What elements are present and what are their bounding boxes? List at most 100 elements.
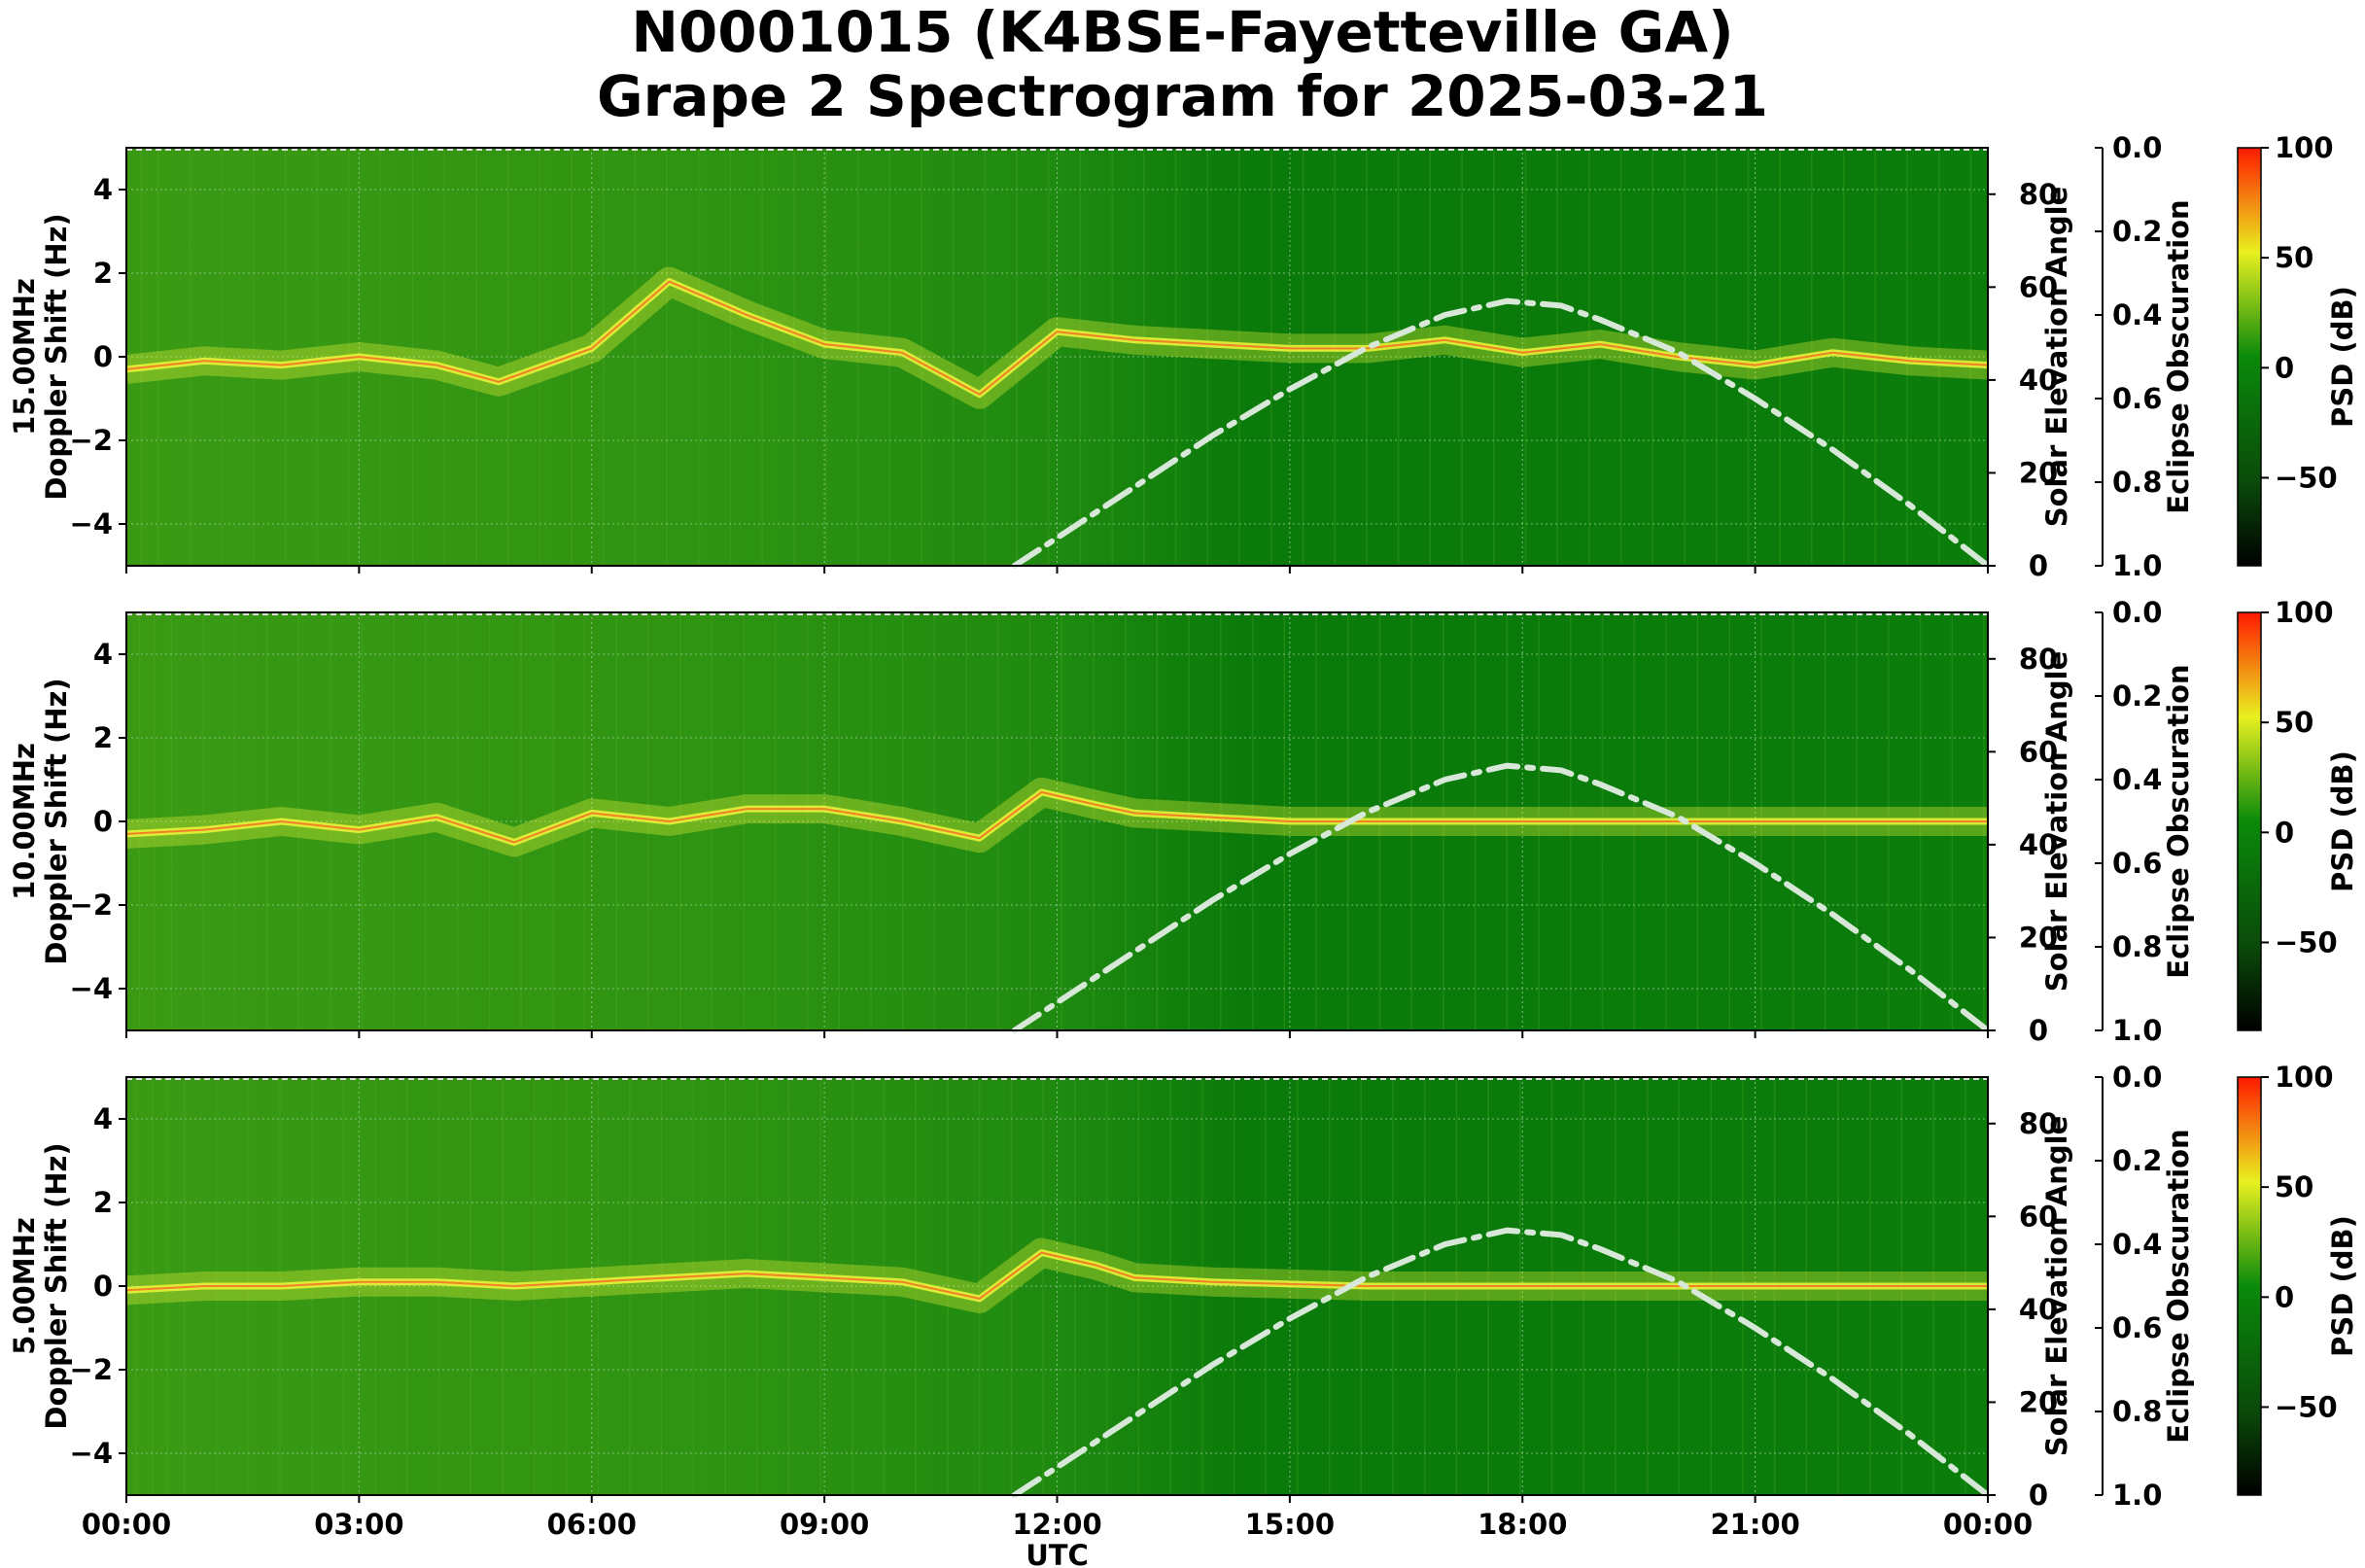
x-tick-label: 21:00 [1710, 1508, 1799, 1541]
eclipse-tick-label: 0.0 [2112, 1061, 2162, 1094]
y-tick-label: 2 [93, 1186, 113, 1219]
colorbar-tick-label: −50 [2275, 925, 2338, 958]
x-tick-label: 15:00 [1245, 1508, 1335, 1541]
y-tick-label: 2 [93, 257, 113, 290]
y-tick-label: 0 [93, 340, 113, 373]
eclipse-tick-label: 0.4 [2112, 298, 2162, 331]
colorbar-tick-label: 50 [2275, 241, 2313, 274]
solar-tick-label: 20 [2019, 1385, 2058, 1418]
colorbar-tick-label: 0 [2275, 351, 2294, 384]
x-tick-label: 00:00 [82, 1508, 171, 1541]
chart-title-line1: N0001015 (K4BSE-Fayetteville GA) [631, 0, 1734, 65]
chart-title-line2: Grape 2 Spectrogram for 2025-03-21 [597, 63, 1768, 129]
solar-elevation-curve [1011, 297, 1991, 569]
colorbar-tick-label: 100 [2275, 131, 2334, 164]
colorbar-tick-label: −50 [2275, 1390, 2338, 1423]
colorbar-label: PSD (dB) [2326, 1215, 2359, 1357]
eclipse-axis-label: Eclipse Obscuration [2162, 199, 2195, 513]
y-tick-label: 4 [93, 173, 113, 206]
eclipse-tick-label: 0.6 [2112, 847, 2162, 880]
solar-tick-label: 20 [2019, 456, 2058, 489]
eclipse-tick-label: 0.0 [2112, 131, 2162, 164]
eclipse-tick-label: 0.2 [2112, 1144, 2162, 1177]
eclipse-tick-label: 0.6 [2112, 1311, 2162, 1344]
y-tick-label: −4 [70, 972, 113, 1005]
solar-tick-label: 60 [2019, 1200, 2058, 1233]
x-tick-label: 09:00 [780, 1508, 869, 1541]
y-tick-label: 4 [93, 1102, 113, 1135]
x-axis-label: UTC [1026, 1539, 1089, 1568]
eclipse-tick-label: 0.2 [2112, 215, 2162, 248]
eclipse-tick-label: 0.4 [2112, 763, 2162, 796]
eclipse-axis-label: Eclipse Obscuration [2162, 1129, 2195, 1443]
y-tick-label: −4 [70, 1437, 113, 1470]
y-axis-label-frequency: 10.00MHz [8, 743, 41, 900]
solar-tick-label: 60 [2019, 270, 2058, 303]
y-axis-label: Doppler Shift (Hz) [40, 213, 73, 500]
colorbar [2237, 611, 2262, 1031]
solar-elevation-curve [1011, 762, 1991, 1033]
eclipse-tick-label: 0.0 [2112, 596, 2162, 629]
colorbar [2237, 1076, 2262, 1496]
doppler-trace-peak [125, 790, 1988, 844]
solar-axis-label: Solar Elevation Angle [2040, 651, 2073, 993]
y-tick-label: 0 [93, 1270, 113, 1303]
eclipse-tick-label: 1.0 [2112, 549, 2162, 582]
eclipse-tick-label: 0.8 [2112, 1395, 2162, 1428]
solar-tick-label: 40 [2019, 828, 2058, 861]
panel-15.00MHz: 420−2−415.00MHz Doppler Shift (Hz)8060402… [8, 131, 2359, 582]
solar-tick-label: 60 [2019, 735, 2058, 768]
x-tick-label: 00:00 [1943, 1508, 2033, 1541]
colorbar-label: PSD (dB) [2326, 750, 2359, 892]
panel-5.00MHz: 420−2−45.00MHz Doppler Shift (Hz)80604020… [8, 1061, 2359, 1568]
y-axis-label: Doppler Shift (Hz) [40, 1142, 73, 1429]
y-axis-label: Doppler Shift (Hz) [40, 678, 73, 964]
colorbar-tick-label: 50 [2275, 706, 2313, 739]
colorbar-label: PSD (dB) [2326, 286, 2359, 428]
eclipse-axis-label: Eclipse Obscuration [2162, 664, 2195, 978]
solar-tick-label: 20 [2019, 921, 2058, 954]
colorbar-tick-label: −50 [2275, 461, 2338, 494]
eclipse-tick-label: 0.2 [2112, 679, 2162, 713]
eclipse-tick-label: 0.8 [2112, 930, 2162, 963]
doppler-trace-peak [125, 280, 1989, 396]
colorbar-tick-label: 100 [2275, 596, 2334, 629]
solar-tick-label: 0 [2029, 1479, 2048, 1512]
y-tick-label: −2 [70, 424, 113, 457]
colorbar-tick-label: 0 [2275, 1280, 2294, 1313]
solar-tick-label: 40 [2019, 364, 2058, 397]
solar-axis-label: Solar Elevation Angle [2040, 187, 2073, 528]
solar-tick-label: 0 [2029, 1014, 2048, 1047]
solar-tick-label: 80 [2019, 643, 2058, 676]
eclipse-tick-label: 0.4 [2112, 1228, 2162, 1261]
eclipse-tick-label: 0.6 [2112, 382, 2162, 415]
solar-tick-label: 80 [2019, 178, 2058, 211]
y-tick-label: −4 [70, 507, 113, 540]
y-tick-label: −2 [70, 1353, 113, 1386]
y-tick-label: 4 [93, 638, 113, 671]
x-tick-label: 12:00 [1012, 1508, 1101, 1541]
doppler-trace-peak [125, 1251, 1988, 1300]
y-tick-label: 0 [93, 805, 113, 838]
y-tick-label: 2 [93, 721, 113, 754]
colorbar [2237, 147, 2262, 567]
colorbar-tick-label: 0 [2275, 816, 2294, 849]
colorbar-tick-label: 100 [2275, 1061, 2334, 1094]
solar-elevation-curve [1011, 1227, 1991, 1498]
colorbar-tick-label: 50 [2275, 1170, 2313, 1203]
y-axis-label-frequency: 5.00MHz [8, 1217, 41, 1355]
y-axis-label-frequency: 15.00MHz [8, 278, 41, 436]
solar-tick-label: 80 [2019, 1107, 2058, 1140]
eclipse-tick-label: 1.0 [2112, 1014, 2162, 1047]
solar-tick-label: 0 [2029, 549, 2048, 582]
eclipse-tick-label: 0.8 [2112, 466, 2162, 499]
x-tick-label: 03:00 [314, 1508, 403, 1541]
panel-10.00MHz: 420−2−410.00MHz Doppler Shift (Hz)8060402… [8, 596, 2359, 1047]
x-tick-label: 18:00 [1478, 1508, 1567, 1541]
x-tick-label: 06:00 [547, 1508, 637, 1541]
eclipse-tick-label: 1.0 [2112, 1479, 2162, 1512]
solar-tick-label: 40 [2019, 1293, 2058, 1326]
solar-axis-label: Solar Elevation Angle [2040, 1116, 2073, 1457]
y-tick-label: −2 [70, 889, 113, 922]
